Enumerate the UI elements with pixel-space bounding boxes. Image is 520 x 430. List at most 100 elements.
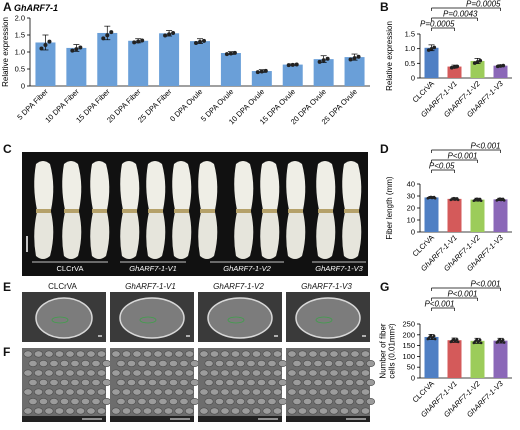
fiber-initial (34, 388, 43, 396)
fiber-initial (137, 378, 147, 386)
data-point (136, 39, 141, 44)
fiber-initial (313, 360, 323, 368)
fiber-initial (185, 369, 195, 377)
data-point (478, 338, 482, 342)
y-tick-label: 0 (411, 228, 415, 237)
data-point (433, 196, 437, 200)
ovule (35, 297, 93, 339)
data-point (502, 341, 506, 344)
fiber-initial (199, 350, 209, 358)
y-axis-label: cells (0.01mm²) (388, 323, 397, 378)
data-point (198, 39, 202, 44)
fiber-initial (185, 388, 195, 396)
fiber-initial (80, 397, 90, 405)
fiber-initial (70, 378, 80, 386)
fiber-bundle-bottom (286, 212, 306, 259)
sem-title-2: GhARF7-1-V1 (125, 282, 176, 291)
group-label: CLCrVA (57, 264, 84, 273)
fiber-initial (318, 388, 328, 396)
fiber-initial (54, 407, 64, 415)
fiber-initial (185, 350, 195, 358)
data-point (456, 340, 460, 344)
fiber-initial (329, 350, 339, 358)
panel-label-a: A (3, 0, 12, 14)
fiber-initial (298, 407, 307, 415)
data-point (452, 65, 457, 69)
fiber-initial (246, 397, 256, 405)
fiber-initial (75, 388, 85, 396)
data-point (78, 45, 83, 50)
fiber-initial (59, 360, 69, 368)
fiber-initial (262, 388, 272, 396)
fiber-initial (210, 350, 219, 358)
fiber-initial (132, 407, 142, 415)
bar (220, 53, 241, 86)
bar (251, 71, 272, 86)
fiber-initial (298, 350, 307, 358)
data-point (429, 46, 434, 51)
fiber-initial (230, 369, 240, 377)
info-strip (110, 416, 194, 422)
fiber-initial (54, 369, 64, 377)
fiber-initial (235, 360, 245, 368)
fiber-initial (38, 378, 48, 386)
fiber-bundle-top (90, 161, 110, 210)
fiber-initial (91, 378, 101, 386)
fiber-initial (361, 350, 371, 358)
fiber-initial (38, 360, 48, 368)
fiber-bundle-top (260, 161, 280, 210)
seed (262, 209, 277, 213)
data-point (501, 338, 505, 342)
y-tick-label: 1.0 (15, 48, 25, 57)
bar (190, 41, 210, 86)
gene-label: GhARF7-1 (14, 3, 58, 13)
fiber-initial (153, 369, 163, 377)
fiber-bundle-bottom (234, 212, 254, 259)
fiber-initial (298, 369, 307, 377)
fiber-initial (147, 360, 157, 368)
data-point (352, 56, 357, 61)
fiber-initial (179, 397, 189, 405)
seed (122, 209, 137, 213)
bar (470, 60, 485, 78)
fiber-initial (34, 407, 43, 415)
y-tick-label: 40 (407, 180, 415, 189)
fiber-bundle-bottom (198, 212, 218, 259)
fiber-initial (355, 378, 365, 386)
fiber-initial (308, 350, 318, 358)
y-tick-label: 10 (407, 216, 415, 225)
data-point (167, 32, 172, 37)
fiber-initial (323, 378, 333, 386)
fiber-initial (339, 388, 349, 396)
bar (493, 340, 508, 378)
seed (344, 209, 359, 213)
fiber-initial (230, 350, 240, 358)
y-tick-label: 250 (402, 320, 415, 329)
seed (236, 209, 251, 213)
region-marker (51, 316, 69, 324)
bar (493, 65, 508, 78)
fiber-initial (174, 388, 184, 396)
p-value-label: P<0.001 (424, 300, 454, 309)
fiber-initial (246, 378, 256, 386)
p-value-label: P=0.0043 (443, 10, 478, 19)
data-point (232, 50, 237, 55)
fiber-bundle-top (198, 161, 218, 210)
fiber-initial (86, 407, 96, 415)
data-point (101, 36, 106, 41)
fiber-bundle-top (172, 161, 192, 210)
fiber-initial (23, 388, 33, 396)
fiber-initial (44, 350, 54, 358)
fiber-initial (308, 407, 318, 415)
y-axis-label: Number of fiber (379, 323, 388, 378)
fiber-initial (292, 397, 302, 405)
panel-label-g: G (380, 280, 390, 294)
fiber-initial (334, 397, 344, 405)
fiber-initial (230, 388, 240, 396)
fiber-initial (174, 350, 184, 358)
group-label: GhARF7-1-V3 (315, 264, 363, 273)
fiber-initial (339, 407, 349, 415)
data-point (140, 38, 145, 43)
data-point (433, 337, 437, 341)
fiber-initial (267, 378, 277, 386)
